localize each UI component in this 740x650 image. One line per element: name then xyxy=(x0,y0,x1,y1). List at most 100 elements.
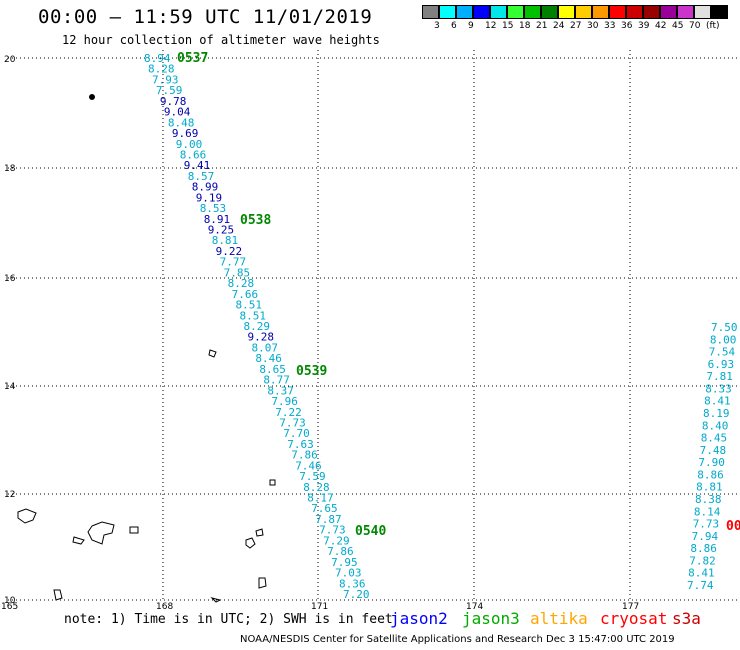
legend-label: 39 xyxy=(638,21,650,31)
legend-swatch xyxy=(456,5,473,19)
wave-height-value: 8.53 xyxy=(200,202,227,215)
legend-label: 18 xyxy=(519,21,531,31)
wave-height-value: 7.94 xyxy=(692,530,719,543)
wave-height-value: 8.17 xyxy=(307,492,334,505)
wave-height-value: 7.87 xyxy=(315,513,342,526)
wave-height-value: 7.82 xyxy=(689,554,716,567)
wave-height-value: 8.28 xyxy=(228,277,255,290)
legend-label: 27 xyxy=(570,21,582,31)
wave-height-value: 9.78 xyxy=(160,95,187,108)
wave-height-value: 8.07 xyxy=(252,341,279,354)
island xyxy=(255,528,264,537)
wave-height-value: 8.00 xyxy=(710,333,737,346)
wave-height-value: 7.74 xyxy=(687,579,714,592)
wave-height-value: 8.28 xyxy=(303,481,330,494)
legend-label: (ft) xyxy=(706,21,720,31)
credit-line: NOAA/NESDIS Center for Satellite Applica… xyxy=(240,634,675,645)
legend-swatch xyxy=(592,5,609,19)
legend-swatch xyxy=(490,5,507,19)
wave-height-value: 8.48 xyxy=(168,116,195,129)
wave-height-value: 8.77 xyxy=(263,374,290,387)
wave-height-value: 7.46 xyxy=(295,459,322,472)
island xyxy=(89,94,95,100)
wave-height-value: 8.94 xyxy=(144,52,171,65)
legend-swatch xyxy=(422,5,439,19)
lat-lon-grid xyxy=(8,50,740,601)
wave-height-value: 8.38 xyxy=(695,493,722,506)
lon-label: 165 xyxy=(1,602,18,612)
lon-label: 168 xyxy=(156,602,173,612)
map-title: 00:00 – 11:59 UTC 11/01/2019 xyxy=(38,6,373,28)
satellite-name-s3a: s3a xyxy=(672,609,701,628)
wave-height-value: 8.57 xyxy=(188,170,215,183)
wave-height-value: 7.70 xyxy=(283,427,310,440)
island xyxy=(210,597,222,603)
wave-height-value: 7.54 xyxy=(709,346,736,359)
wave-height-value: 7.73 xyxy=(693,518,720,531)
legend-label: 15 xyxy=(502,21,514,31)
wave-height-value: 9.19 xyxy=(196,191,223,204)
wave-height-value: 8.29 xyxy=(244,320,271,333)
wave-height-value: 7.65 xyxy=(311,502,338,515)
legend-swatch xyxy=(575,5,592,19)
wave-height-value: 7.59 xyxy=(156,84,183,97)
pass-time-label: 00 xyxy=(726,519,740,534)
wave-height-value: 7.86 xyxy=(291,449,318,462)
wave-height-value: 8.99 xyxy=(192,181,219,194)
wave-height-value: 7.29 xyxy=(323,534,350,547)
wave-height-value: 8.81 xyxy=(696,481,723,494)
island-outlines xyxy=(17,94,276,603)
legend-label: 24 xyxy=(553,21,565,31)
wave-height-value: 8.51 xyxy=(236,299,263,312)
legend-swatch xyxy=(677,5,694,19)
island xyxy=(53,589,63,601)
wave-height-value: 7.22 xyxy=(275,406,302,419)
island xyxy=(72,536,85,545)
island xyxy=(245,537,256,549)
island xyxy=(87,521,115,545)
wave-height-value: 8.65 xyxy=(259,363,286,376)
legend-label: 33 xyxy=(604,21,616,31)
legend-label: 9 xyxy=(468,21,474,31)
legend-label: 70 xyxy=(689,21,701,31)
lon-label: 177 xyxy=(622,602,639,612)
wave-height-value: 7.95 xyxy=(331,556,358,569)
legend-label: 42 xyxy=(655,21,667,31)
lat-label: 12 xyxy=(4,490,15,500)
wave-height-value: 7.86 xyxy=(327,545,354,558)
legend-swatch xyxy=(626,5,643,19)
island xyxy=(258,577,267,589)
legend-label: 6 xyxy=(451,21,457,31)
lat-label: 16 xyxy=(4,274,16,284)
wave-height-value: 7.85 xyxy=(224,266,251,279)
pass-time-label: 0540 xyxy=(355,524,386,539)
satellite-name-altika: altika xyxy=(530,609,588,628)
legend-swatch xyxy=(558,5,575,19)
wave-height-value: 9.28 xyxy=(248,331,275,344)
legend-swatch xyxy=(711,5,728,19)
map-subtitle: 12 hour collection of altimeter wave hei… xyxy=(62,33,380,47)
wave-height-value: 7.81 xyxy=(706,370,733,383)
wave-height-value: 8.66 xyxy=(180,149,207,162)
legend-swatch xyxy=(643,5,660,19)
wave-height-value: 7.66 xyxy=(232,288,259,301)
wave-height-value: 7.77 xyxy=(220,256,247,269)
wave-height-value: 7.90 xyxy=(698,456,725,469)
wave-height-value: 8.33 xyxy=(705,382,732,395)
wave-height-value: 7.20 xyxy=(343,588,370,601)
wave-height-value: 8.41 xyxy=(704,395,731,408)
legend-swatch xyxy=(439,5,456,19)
legend-swatch xyxy=(473,5,490,19)
legend-label: 12 xyxy=(485,21,497,31)
wave-height-value: 8.37 xyxy=(267,384,294,397)
wave-height-value: 7.96 xyxy=(271,395,298,408)
wave-height-value: 6.93 xyxy=(708,358,735,371)
wave-height-value: 7.93 xyxy=(152,73,179,86)
wave-height-value: 7.59 xyxy=(299,470,326,483)
lon-label: 174 xyxy=(466,602,483,612)
wave-height-value: 9.69 xyxy=(172,127,199,140)
pass-time-label: 0537 xyxy=(177,51,208,66)
legend-label: 30 xyxy=(587,21,599,31)
